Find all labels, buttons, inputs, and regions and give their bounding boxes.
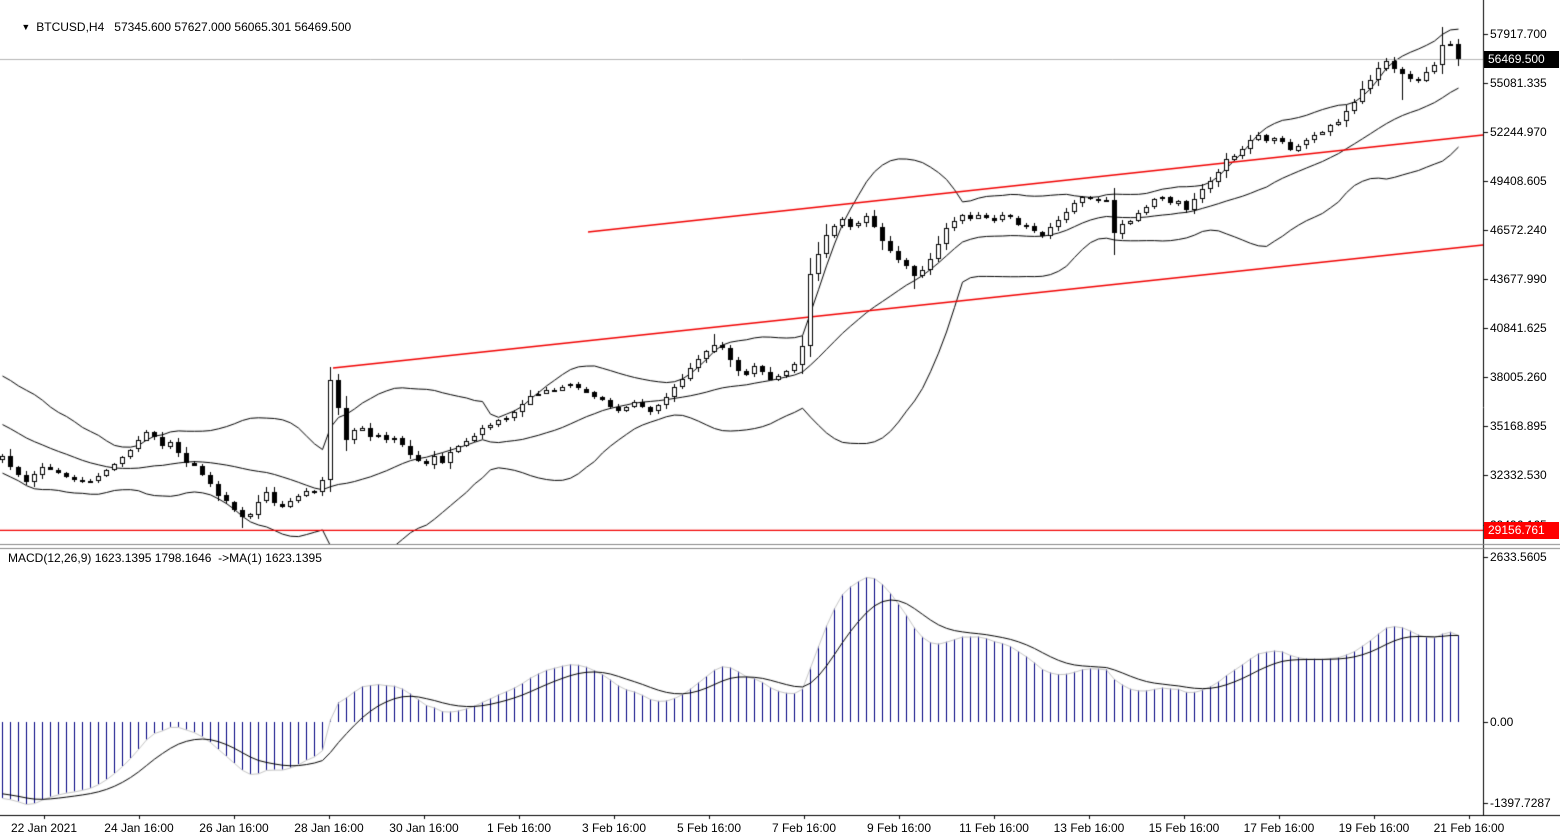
time-tick-label: 19 Feb 16:00 [1338, 821, 1410, 835]
price-tick-label: 35168.895 [1490, 419, 1547, 433]
price-tick-label: 32332.530 [1490, 468, 1547, 482]
price-tick-label: 40841.625 [1490, 321, 1547, 335]
time-tick-label: 24 Jan 16:00 [104, 821, 174, 835]
time-tick-label: 11 Feb 16:00 [959, 821, 1029, 835]
time-tick-label: 1 Feb 16:00 [486, 821, 552, 835]
time-tick-label: 3 Feb 16:00 [581, 821, 647, 835]
indicator-tick-label: 2633.5605 [1490, 550, 1547, 564]
time-tick-label: 21 Feb 16:00 [1433, 821, 1505, 835]
time-tick-label: 17 Feb 16:00 [1243, 821, 1315, 835]
time-tick-label: 15 Feb 16:00 [1148, 821, 1220, 835]
price-tick-label: 46572.240 [1490, 223, 1547, 237]
time-tick-label: 22 Jan 2021 [10, 821, 78, 835]
symbol-ohlc-values: 57345.600 57627.000 56065.301 56469.500 [114, 20, 352, 34]
price-tick-label: 49408.605 [1490, 174, 1547, 188]
indicator-tick-label: 0.00 [1490, 715, 1514, 729]
hline-price-box: 29156.761 [1484, 521, 1559, 539]
time-tick-label: 26 Jan 16:00 [199, 821, 269, 835]
time-tick-label: 30 Jan 16:00 [389, 821, 459, 835]
time-tick-label: 7 Feb 16:00 [771, 821, 837, 835]
time-tick-label: 9 Feb 16:00 [866, 821, 932, 835]
time-tick-label: 5 Feb 16:00 [676, 821, 742, 835]
symbol-dropdown-icon[interactable]: ▼ [21, 22, 31, 32]
price-tick-label: 57917.700 [1490, 27, 1547, 41]
time-tick-label: 13 Feb 16:00 [1053, 821, 1125, 835]
price-tick-label: 38005.260 [1490, 370, 1547, 384]
indicator-tick-label: -1397.7287 [1490, 796, 1551, 810]
indicator-header: MACD(12,26,9) 1623.1395 1798.1646 ->MA(1… [8, 551, 322, 565]
price-tick-label: 55081.335 [1490, 76, 1547, 90]
price-tick-label: 52244.970 [1490, 125, 1547, 139]
symbol-header: ▼ BTCUSD,H4 57345.600 57627.000 56065.301 … [8, 6, 351, 48]
time-tick-label: 28 Jan 16:00 [294, 821, 364, 835]
current-price-box: 56469.500 [1484, 50, 1559, 68]
symbol-title: BTCUSD,H4 [36, 20, 105, 34]
price-tick-label: 43677.990 [1490, 272, 1547, 286]
